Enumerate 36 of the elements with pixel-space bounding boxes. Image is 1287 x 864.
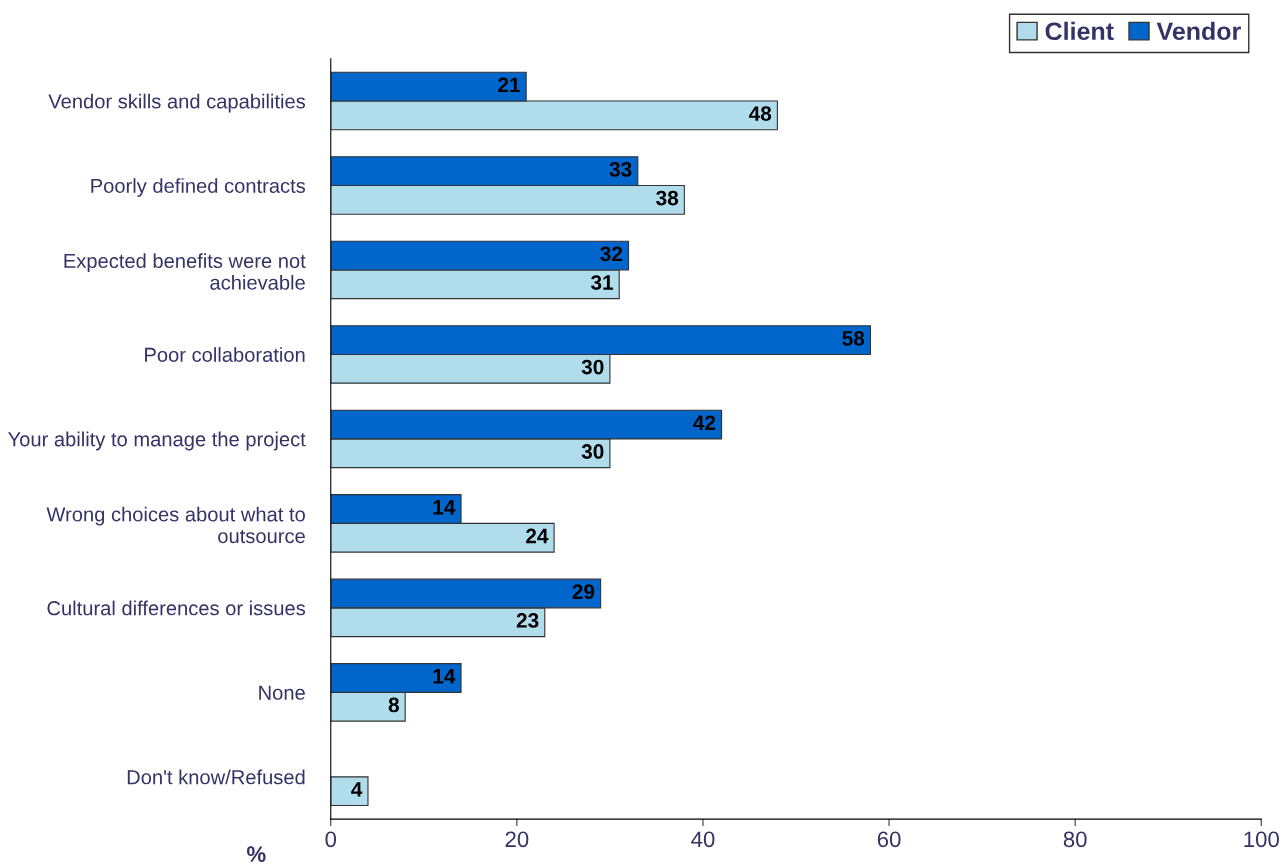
data-label: 29: [572, 584, 595, 600]
x-axis-title: %: [246, 846, 266, 862]
data-label: 14: [433, 669, 456, 684]
data-label: 21: [498, 77, 520, 93]
data-label: 24: [526, 528, 549, 544]
bar: [330, 776, 369, 807]
y-tick-label: None: [259, 685, 305, 700]
data-label: 33: [609, 161, 632, 177]
y-tick-label: Poorly defined contracts: [91, 178, 306, 197]
data-label: 4: [351, 782, 363, 797]
x-tick-label: 60: [877, 831, 901, 848]
data-label: 32: [600, 246, 623, 262]
data-label: 14: [433, 500, 456, 515]
legend-label: Client: [1045, 21, 1114, 41]
data-label: 8: [388, 697, 399, 713]
y-tick-label: Expected benefits were not achievable: [64, 253, 306, 290]
x-tick-label: 0: [325, 831, 337, 848]
data-label: 42: [693, 415, 716, 430]
y-tick-label: Poor collaboration: [145, 347, 305, 362]
y-tick-label: Vendor skills and capabilities: [48, 93, 306, 113]
data-label: 23: [516, 613, 539, 628]
x-tick-label: 80: [1063, 831, 1087, 848]
data-label: 30: [581, 359, 604, 375]
y-tick-label: Your ability to manage the project: [8, 431, 306, 451]
data-label: 30: [581, 444, 604, 459]
data-label: 48: [748, 106, 772, 121]
x-tick-label: 100: [1244, 831, 1279, 848]
x-tick-label: 40: [691, 831, 715, 848]
x-tick-label: 20: [505, 831, 529, 848]
legend-label: Vendor: [1156, 21, 1241, 41]
data-label: 38: [656, 190, 679, 206]
data-label: 58: [842, 330, 865, 346]
y-tick-label: Don't know/Refused: [127, 769, 305, 785]
data-label: 31: [590, 275, 614, 290]
y-tick-label: Cultural differences or issues: [47, 600, 306, 616]
y-tick-label: Wrong choices about what to outsource: [46, 506, 305, 544]
